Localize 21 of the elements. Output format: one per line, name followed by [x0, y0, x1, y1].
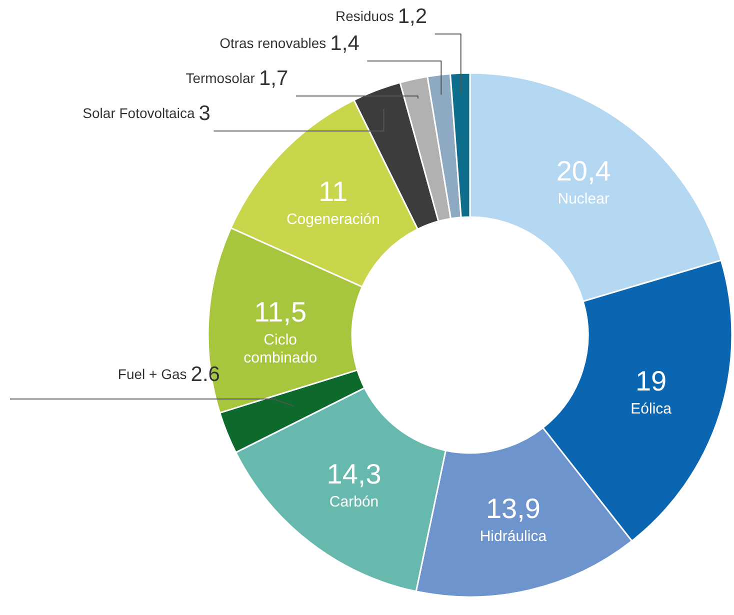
data-label: 20,4 [556, 156, 611, 187]
slice-label: Fuel + Gas [118, 366, 187, 382]
slice-label: Otras renovables [220, 35, 326, 51]
data-label: 1,7 [258, 67, 288, 90]
data-label: 13,9 [486, 493, 540, 524]
data-label: 19 [635, 366, 667, 397]
slice-label: Termosolar [186, 70, 256, 86]
slice-label: Cogeneración [286, 211, 380, 228]
slice-label: Solar Fotovoltaica [82, 105, 195, 121]
data-label: 11,5 [254, 296, 307, 328]
data-label: 1,4 [330, 32, 360, 55]
data-label: 11 [318, 176, 348, 208]
slice-label: Eólica [630, 400, 672, 418]
slice-label: Ciclo combinado [244, 332, 318, 367]
slice-label: Nuclear [558, 190, 610, 208]
slice-label: Hidráulica [480, 528, 548, 546]
data-label: 3 [198, 102, 210, 125]
slice-label: Carbón [329, 493, 379, 510]
data-label: 1,2 [398, 5, 428, 28]
slice-label: Residuos [336, 8, 394, 24]
data-label: 14,3 [326, 458, 382, 490]
